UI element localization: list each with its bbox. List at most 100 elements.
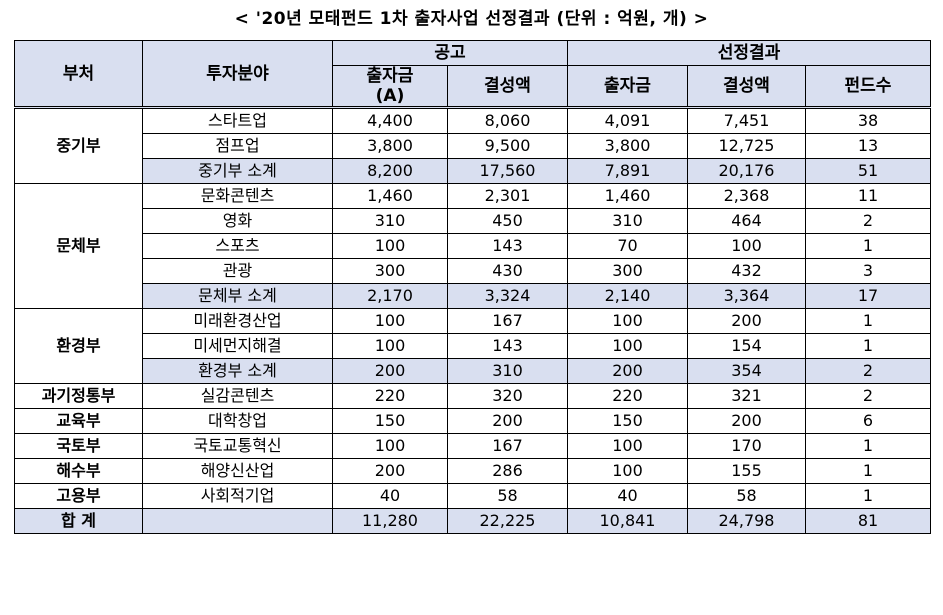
table-row: 중기부 스타트업 4,400 8,060 4,091 7,451 38 — [14, 106, 931, 184]
subtotal-row: 문체부 소계 2,170 3,324 2,140 3,364 17 — [15, 283, 931, 309]
value-cell: 10,841 — [567, 508, 688, 534]
field-cell: 미래환경산업 — [142, 308, 333, 334]
value-cell: 167 — [447, 433, 568, 459]
value-cell: 17,560 — [447, 158, 568, 184]
table-row: 관광 300 430 300 432 3 — [15, 258, 931, 284]
value-cell: 58 — [687, 483, 806, 509]
value-cell: 9,500 — [447, 133, 568, 159]
value-cell: 13 — [805, 133, 931, 159]
value-cell: 3,800 — [332, 133, 448, 159]
value-cell: 100 — [567, 308, 688, 334]
dept-cell: 해수부 — [14, 458, 143, 484]
value-cell: 1,460 — [567, 183, 688, 209]
header-notice-invest: 출자금 (A) — [332, 65, 448, 108]
field-cell: 환경부 소계 — [142, 358, 333, 384]
dept-cell: 환경부 — [14, 308, 143, 384]
value-cell: 100 — [332, 308, 448, 334]
table-title: < '20년 모태펀드 1차 출자사업 선정결과 (단위 : 억원, 개) > — [234, 9, 709, 29]
value-cell: 40 — [567, 483, 688, 509]
value-cell: 143 — [447, 333, 568, 359]
value-cell: 300 — [567, 258, 688, 284]
dept-cell: 고용부 — [14, 483, 143, 509]
header-fund-count: 펀드수 — [805, 65, 931, 108]
value-cell: 100 — [567, 433, 688, 459]
header-group-result: 선정결과 — [567, 40, 931, 66]
value-cell: 310 — [447, 358, 568, 384]
table-row: 문체부 문화콘텐츠 1,460 2,301 1,460 2,368 11 — [14, 183, 931, 309]
value-cell: 220 — [332, 383, 448, 409]
value-cell: 51 — [805, 158, 931, 184]
value-cell: 3,364 — [687, 283, 806, 309]
dept-cell: 교육부 — [14, 408, 143, 434]
header-dept: 부처 — [14, 40, 143, 108]
table-row: 미세먼지해결 100 143 100 154 1 — [15, 333, 931, 359]
dept-cell: 문체부 — [14, 183, 143, 309]
dept-cell: 국토부 — [14, 433, 143, 459]
value-cell: 81 — [805, 508, 931, 534]
value-cell: 6 — [805, 408, 931, 434]
value-cell: 4,091 — [567, 106, 688, 134]
value-cell: 200 — [687, 408, 806, 434]
value-cell: 310 — [332, 208, 448, 234]
value-cell: 167 — [447, 308, 568, 334]
value-cell: 1 — [805, 483, 931, 509]
header-group-notice: 공고 — [332, 40, 568, 66]
value-cell: 38 — [805, 106, 931, 134]
table-row: 과기정통부 실감콘텐츠 220 320 220 321 2 — [14, 383, 931, 409]
value-cell: 150 — [332, 408, 448, 434]
dept-cell: 과기정통부 — [14, 383, 143, 409]
value-cell: 1 — [805, 333, 931, 359]
selection-results-table: 부처 투자분야 공고 선정결과 출자금 (A) 결성액 출자금 결성액 펀드수 … — [14, 40, 931, 534]
field-cell: 점프업 — [142, 133, 333, 159]
field-cell: 국토교통혁신 — [142, 433, 333, 459]
table-row: 교육부 대학창업 150 200 150 200 6 — [14, 408, 931, 434]
field-cell: 대학창업 — [142, 408, 333, 434]
table-row: 점프업 3,800 9,500 3,800 12,725 13 — [15, 133, 931, 159]
value-cell: 3,800 — [567, 133, 688, 159]
subtotal-row: 중기부 소계 8,200 17,560 7,891 20,176 51 — [15, 158, 931, 184]
field-cell: 스포츠 — [142, 233, 333, 259]
value-cell: 321 — [687, 383, 806, 409]
table-row: 영화 310 450 310 464 2 — [15, 208, 931, 234]
field-cell: 실감콘텐츠 — [142, 383, 333, 409]
value-cell: 40 — [332, 483, 448, 509]
total-row: 합 계 11,280 22,225 10,841 24,798 81 — [14, 508, 931, 534]
field-cell: 중기부 소계 — [142, 158, 333, 184]
value-cell: 170 — [687, 433, 806, 459]
value-cell: 2 — [805, 383, 931, 409]
value-cell: 100 — [567, 458, 688, 484]
value-cell: 2 — [805, 358, 931, 384]
value-cell: 8,200 — [332, 158, 448, 184]
header-notice-invest-label: 출자금 — [366, 66, 414, 86]
value-cell: 320 — [447, 383, 568, 409]
total-label: 합 계 — [14, 508, 143, 534]
value-cell: 2,301 — [447, 183, 568, 209]
value-cell: 100 — [332, 433, 448, 459]
value-cell: 286 — [447, 458, 568, 484]
header-result-form: 결성액 — [687, 65, 806, 108]
value-cell: 300 — [332, 258, 448, 284]
value-cell: 1 — [805, 233, 931, 259]
value-cell: 354 — [687, 358, 806, 384]
value-cell: 310 — [567, 208, 688, 234]
value-cell: 100 — [687, 233, 806, 259]
value-cell: 1 — [805, 433, 931, 459]
value-cell: 20,176 — [687, 158, 806, 184]
value-cell: 100 — [332, 233, 448, 259]
table-row: 스포츠 100 143 70 100 1 — [15, 233, 931, 259]
header-field: 투자분야 — [142, 40, 333, 108]
value-cell: 7,891 — [567, 158, 688, 184]
value-cell: 11 — [805, 183, 931, 209]
value-cell: 1,460 — [332, 183, 448, 209]
subtotal-row: 환경부 소계 200 310 200 354 2 — [15, 358, 931, 384]
value-cell: 220 — [567, 383, 688, 409]
value-cell: 1 — [805, 308, 931, 334]
field-cell: 해양신산업 — [142, 458, 333, 484]
value-cell: 4,400 — [332, 106, 448, 134]
value-cell: 200 — [332, 358, 448, 384]
value-cell: 2,140 — [567, 283, 688, 309]
value-cell: 2,170 — [332, 283, 448, 309]
value-cell: 155 — [687, 458, 806, 484]
table-row: 국토부 국토교통혁신 100 167 100 170 1 — [14, 433, 931, 459]
header-notice-invest-sub: (A) — [375, 86, 405, 106]
